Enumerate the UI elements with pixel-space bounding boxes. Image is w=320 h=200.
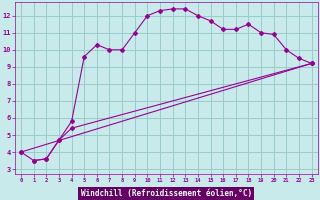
X-axis label: Windchill (Refroidissement éolien,°C): Windchill (Refroidissement éolien,°C) (81, 189, 252, 198)
